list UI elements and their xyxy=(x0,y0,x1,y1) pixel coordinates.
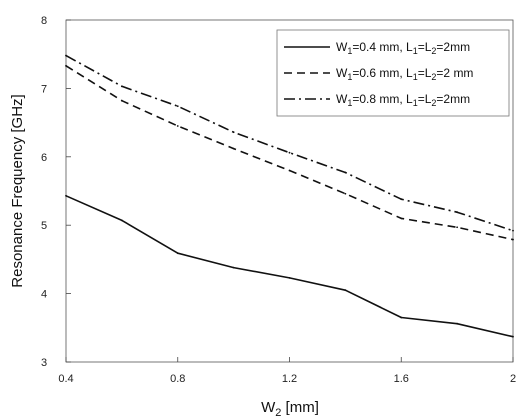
data-point xyxy=(456,211,459,214)
y-tick-label: 4 xyxy=(41,289,47,301)
data-point xyxy=(65,54,67,57)
data-point xyxy=(456,322,459,325)
x-tick-label: 0.4 xyxy=(58,373,73,385)
series-line xyxy=(65,54,514,232)
data-point xyxy=(120,219,123,222)
data-point xyxy=(288,276,291,279)
legend-label: W1=0.6 mm, L1=L2=2 mm xyxy=(336,66,473,82)
x-axis-label: W2 [mm] xyxy=(261,399,319,419)
data-point xyxy=(65,194,67,197)
data-point xyxy=(512,229,514,232)
data-point xyxy=(176,125,179,127)
data-point xyxy=(344,192,347,195)
y-tick-label: 7 xyxy=(41,83,47,95)
data-point xyxy=(232,266,235,269)
legend: W1=0.4 mm, L1=L2=2mm W1=0.6 mm, L1=L2=2 m… xyxy=(276,29,510,117)
data-point xyxy=(344,289,347,292)
x-tick-label: 2 xyxy=(510,373,516,385)
x-tick-label: 0.8 xyxy=(170,373,185,385)
y-tick-label: 3 xyxy=(41,357,47,369)
data-point xyxy=(120,85,123,88)
data-point xyxy=(176,252,179,255)
legend-label: W1=0.8 mm, L1=L2=2mm xyxy=(336,92,470,108)
data-point xyxy=(512,238,514,241)
data-point xyxy=(400,316,403,319)
y-tick-label: 5 xyxy=(41,220,47,232)
x-tick-label: 1.6 xyxy=(394,373,409,385)
series-line xyxy=(65,195,514,338)
y-tick-label: 6 xyxy=(41,152,47,164)
data-point xyxy=(232,147,235,150)
y-tick-label: 8 xyxy=(41,15,47,27)
data-point xyxy=(120,99,123,102)
data-point xyxy=(512,335,514,338)
y-axis: 3 4 5 6 7 8 xyxy=(41,15,71,369)
legend-label: W1=0.4 mm, L1=L2=2mm xyxy=(336,40,470,56)
data-point xyxy=(65,64,67,67)
data-point xyxy=(232,131,235,134)
y-axis-label: Resonance Frequency [GHz] xyxy=(9,94,26,287)
data-point xyxy=(344,171,347,174)
data-point xyxy=(400,217,403,220)
x-tick-label: 1.2 xyxy=(282,373,297,385)
data-point xyxy=(288,151,291,154)
data-point xyxy=(456,226,459,229)
x-axis: 0.4 0.8 1.2 1.6 2 xyxy=(58,357,516,385)
series-group xyxy=(65,54,514,338)
data-point xyxy=(400,198,403,201)
data-point xyxy=(176,105,179,108)
data-point xyxy=(288,169,291,172)
